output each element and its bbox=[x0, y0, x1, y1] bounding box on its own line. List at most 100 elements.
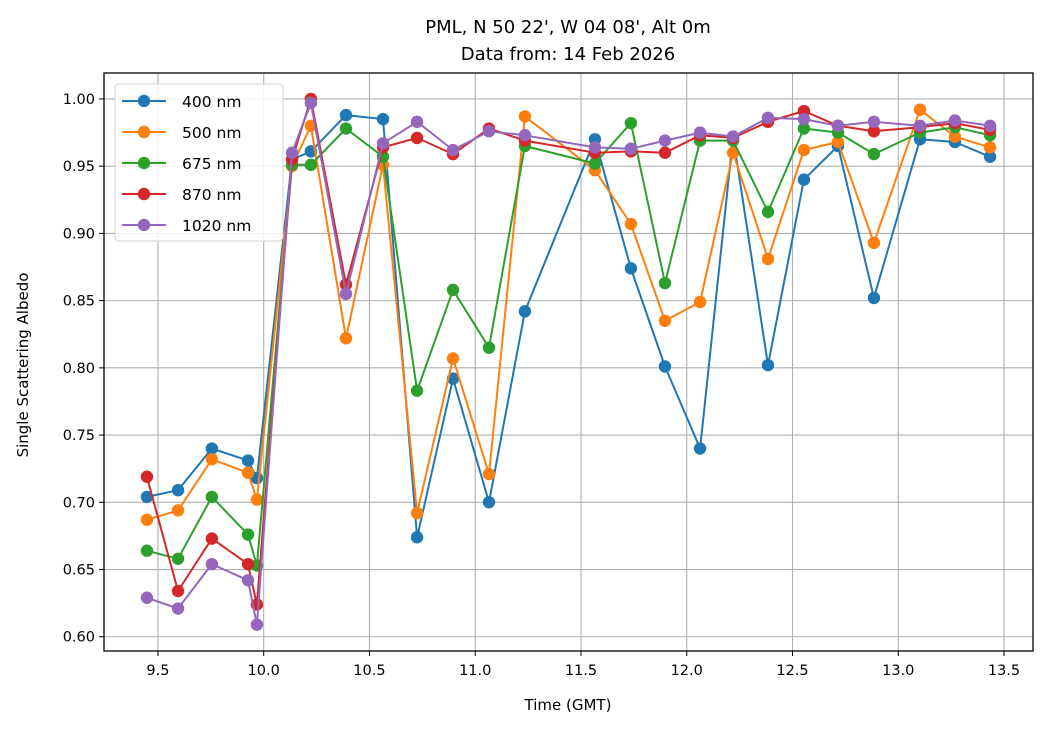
legend-box bbox=[114, 83, 284, 242]
data-point bbox=[241, 466, 255, 479]
y-tick-label: 0.90 bbox=[63, 226, 95, 242]
data-point bbox=[797, 122, 811, 135]
data-point bbox=[140, 591, 154, 604]
data-point bbox=[140, 470, 154, 483]
legend: 400 nm 500 nm 675 nm 870 nm 1020 nm bbox=[114, 83, 284, 242]
data-point bbox=[797, 112, 811, 126]
y-tick-label: 0.65 bbox=[63, 563, 95, 579]
y-tick-label: 0.60 bbox=[63, 630, 95, 646]
data-point bbox=[518, 110, 532, 123]
data-point bbox=[205, 557, 219, 571]
data-point bbox=[624, 217, 638, 231]
series-layer bbox=[140, 92, 997, 631]
data-point bbox=[446, 283, 460, 297]
data-point bbox=[913, 103, 927, 116]
data-point bbox=[867, 115, 881, 129]
data-point bbox=[171, 602, 185, 615]
legend-label: 675 nm bbox=[182, 155, 241, 173]
x-tick-label: 10.0 bbox=[248, 663, 280, 679]
data-point bbox=[250, 493, 264, 506]
data-point bbox=[482, 341, 496, 354]
data-point bbox=[867, 125, 881, 138]
legend-marker bbox=[137, 125, 151, 139]
data-point bbox=[693, 442, 707, 455]
x-tick-label: 12.5 bbox=[776, 663, 808, 679]
data-point bbox=[983, 119, 997, 133]
data-point bbox=[867, 147, 881, 161]
data-point bbox=[171, 584, 185, 598]
data-point bbox=[241, 557, 255, 571]
data-point bbox=[913, 119, 927, 133]
data-point bbox=[304, 158, 318, 172]
data-point bbox=[285, 146, 299, 159]
y-tick-label: 0.95 bbox=[63, 159, 95, 175]
y-tick-label: 0.85 bbox=[63, 294, 95, 310]
data-point bbox=[726, 146, 740, 159]
data-point bbox=[518, 129, 532, 142]
data-point bbox=[171, 552, 185, 565]
data-point bbox=[410, 115, 424, 129]
legend-label: 400 nm bbox=[182, 93, 241, 111]
data-point bbox=[171, 483, 185, 497]
data-point bbox=[410, 531, 424, 544]
data-point bbox=[339, 332, 353, 345]
data-point bbox=[867, 291, 881, 305]
data-point bbox=[948, 130, 962, 143]
y-tick-label: 0.70 bbox=[63, 495, 95, 511]
data-point bbox=[171, 504, 185, 517]
x-tick-label: 13.5 bbox=[988, 663, 1020, 679]
data-point bbox=[693, 126, 707, 139]
data-point bbox=[658, 134, 672, 147]
data-point bbox=[624, 262, 638, 275]
x-tick-label: 11.0 bbox=[459, 663, 491, 679]
data-point bbox=[948, 114, 962, 127]
chart-title-line-2: Data from: 14 Feb 2026 bbox=[461, 44, 675, 65]
data-point bbox=[761, 358, 775, 372]
data-point bbox=[376, 137, 390, 150]
data-point bbox=[831, 119, 845, 133]
data-point bbox=[410, 131, 424, 145]
data-point bbox=[241, 454, 255, 467]
data-point bbox=[831, 135, 845, 149]
data-point bbox=[140, 544, 154, 557]
data-point bbox=[339, 122, 353, 135]
series-1020-nm bbox=[140, 96, 997, 631]
data-point bbox=[658, 360, 672, 373]
data-point bbox=[241, 574, 255, 587]
data-point bbox=[518, 305, 532, 318]
data-point bbox=[140, 490, 154, 504]
data-point bbox=[588, 141, 602, 154]
y-tick-label: 1.00 bbox=[63, 92, 95, 108]
data-point bbox=[658, 276, 672, 290]
legend-marker bbox=[137, 156, 151, 170]
legend-label: 870 nm bbox=[182, 186, 241, 204]
data-point bbox=[983, 150, 997, 163]
data-point bbox=[983, 141, 997, 154]
data-point bbox=[658, 314, 672, 327]
x-tick-label: 13.0 bbox=[882, 663, 914, 679]
y-tick-label: 0.75 bbox=[63, 428, 95, 444]
data-point bbox=[410, 506, 424, 520]
data-point bbox=[482, 467, 496, 481]
data-point bbox=[339, 108, 353, 122]
legend-marker bbox=[137, 187, 151, 201]
data-point bbox=[304, 96, 318, 110]
legend-marker bbox=[137, 218, 151, 232]
data-point bbox=[693, 295, 707, 309]
data-point bbox=[482, 125, 496, 138]
data-point bbox=[446, 143, 460, 157]
data-point bbox=[797, 173, 811, 186]
data-point bbox=[726, 130, 740, 143]
data-point bbox=[761, 252, 775, 266]
data-point bbox=[588, 157, 602, 170]
y-axis-label: Single Scattering Albedo bbox=[14, 273, 32, 458]
legend-marker bbox=[137, 94, 151, 108]
data-point bbox=[250, 618, 264, 631]
x-tick-label: 10.5 bbox=[353, 663, 385, 679]
data-point bbox=[205, 490, 219, 504]
data-point bbox=[797, 143, 811, 157]
x-tick-label: 9.5 bbox=[146, 663, 169, 679]
data-point bbox=[376, 112, 390, 126]
data-point bbox=[339, 287, 353, 301]
